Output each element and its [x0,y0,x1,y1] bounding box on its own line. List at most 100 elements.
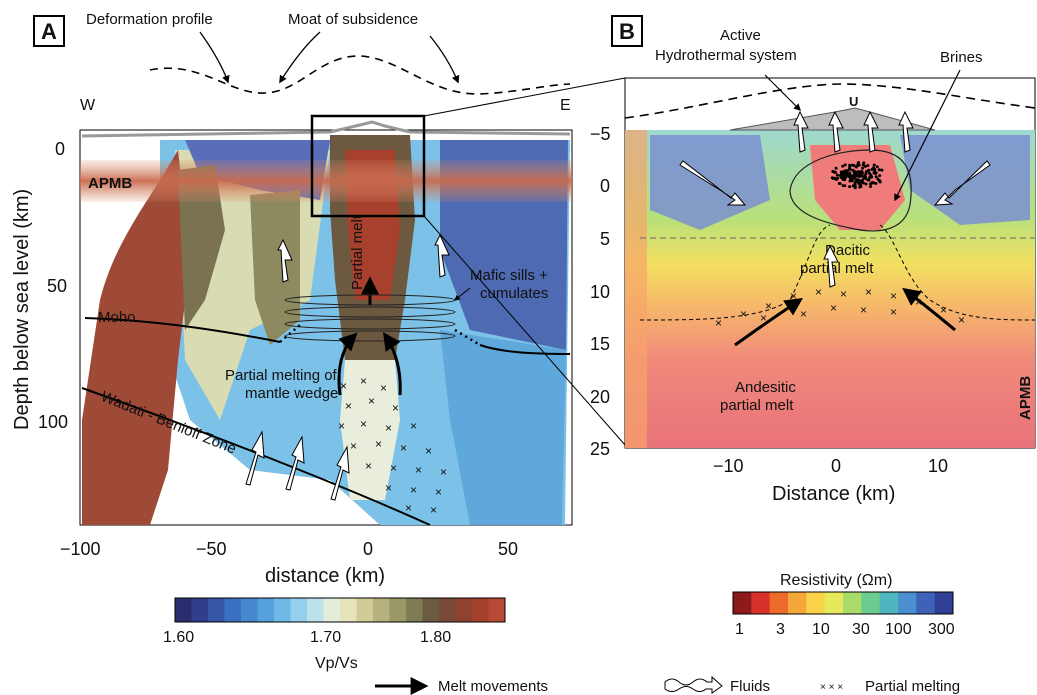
ytick-a-2: 100 [38,412,68,432]
quake-dot [834,166,838,170]
svg-text:×: × [385,481,392,495]
vpvs-swatch-12 [373,598,390,622]
resistivity-swatch-0 [733,592,752,614]
inset-connector-top [423,77,626,117]
resistive-blob-right [900,135,1030,225]
mafic-sills-label-2: cumulates [480,285,548,302]
svg-text:×: × [360,417,367,431]
moat-arrow-3 [429,35,460,84]
quake-dot [866,163,870,167]
hydrothermal-label-2: Hydrothermal system [655,47,797,64]
ytick-b-5: 20 [590,387,610,407]
brines-pointer [894,69,961,202]
quake-dot [866,178,870,182]
dacitic-label-2: partial melt [800,260,874,277]
svg-text:×: × [830,301,837,315]
resistivity-swatch-4 [806,592,826,614]
hydrothermal-pointer [764,74,802,112]
quake-dot [862,175,866,179]
xtick-a-3: 50 [498,539,518,559]
svg-text:×: × [958,313,965,327]
vpvs-swatch-11 [356,598,374,622]
res-tick-5: 300 [928,621,955,638]
quake-dot [853,182,857,186]
melt-arrow-b-left [734,298,803,347]
svg-text:×: × [425,444,432,458]
quake-dot [876,177,880,181]
vpvs-blue-right-lower [440,330,566,525]
mafic-sills-label-1: Mafic sills + [470,267,548,284]
xtick-a-1: −50 [196,539,227,559]
panel-a-letter-box [33,15,65,47]
quake-dot [830,176,834,180]
ytick-b-6: 25 [590,439,610,459]
vpvs-swatch-15 [422,598,440,622]
deformation-profile-label: Deformation profile [86,11,213,28]
dacitic-label-1: Dacitic [825,242,871,259]
panel-b: B Active Hydrothermal system Brines U Da… [590,15,1036,638]
svg-text:×: × [360,374,367,388]
quake-dot [841,164,845,168]
svg-text:×: × [890,289,897,303]
quake-dot [854,165,858,169]
svg-text:×: × [400,441,407,455]
svg-text:×: × [815,285,822,299]
melt-body-outline [789,149,912,232]
vpvs-swatch-2 [208,598,225,622]
quake-dot [853,173,857,177]
legend-melt-label: Melt movements [438,678,548,695]
deformation-curve-b [624,83,1036,119]
quake-dot [838,182,842,186]
resistivity-colorbar-swatches [733,592,954,614]
xtick-b-1: 0 [831,456,841,476]
quake-dot [877,168,881,172]
apmb-band [80,160,572,202]
brines-label: Brines [940,49,983,66]
res-tick-0: 1 [735,621,744,638]
quake-dot [836,176,840,180]
ytick-b-0: −5 [590,124,611,144]
legend-fluids-icon [664,675,723,694]
quake-dot [849,174,853,178]
vpvs-olive-west-2 [250,190,300,345]
panel-b-letter: B [619,19,635,44]
west-label: W [80,97,96,114]
svg-text:×: × [940,303,947,317]
quake-dot [846,169,850,173]
svg-text:×: × [405,501,412,515]
fluid-arrows-a [245,233,450,501]
panel-a: A Deformation profile Moat of subsidence… [11,11,573,672]
vpvs-colorbar-swatches [175,598,506,622]
vpvs-swatch-8 [307,598,324,622]
ytick-a-1: 50 [47,276,67,296]
svg-text:×: × [338,419,345,433]
fluid-arrows-b [679,110,991,288]
apmb-label: APMB [88,175,132,192]
vpvs-swatch-18 [472,598,489,622]
svg-text:×: × [345,399,352,413]
res-tick-1: 3 [776,621,785,638]
svg-text:×: × [840,287,847,301]
vpvs-swatch-17 [455,598,473,622]
ytick-b-2: 5 [600,229,610,249]
quake-dot [875,165,879,169]
quake-dot [852,164,856,168]
svg-text:×: × [430,503,437,517]
quake-dot [843,163,847,167]
svg-text:×: × [790,289,797,303]
svg-text:×: × [765,299,772,313]
panel-b-axes: −5 0 5 10 15 20 25 −10 0 10 Distance (km… [590,124,948,505]
xtick-a-2: 0 [363,539,373,559]
quake-dot [848,171,852,175]
legend-partial-icon: × × × [820,682,843,693]
res-tick-2: 10 [812,621,830,638]
vpvs-swatch-13 [389,598,407,622]
quake-dot [870,181,874,185]
andesitic-label-2: partial melt [720,397,794,414]
svg-text:×: × [390,461,397,475]
topography-line [81,120,571,138]
svg-text:×: × [350,439,357,453]
quake-dot [831,169,835,173]
vpvs-tick-0: 1.60 [163,629,194,646]
quake-dot [870,168,874,172]
